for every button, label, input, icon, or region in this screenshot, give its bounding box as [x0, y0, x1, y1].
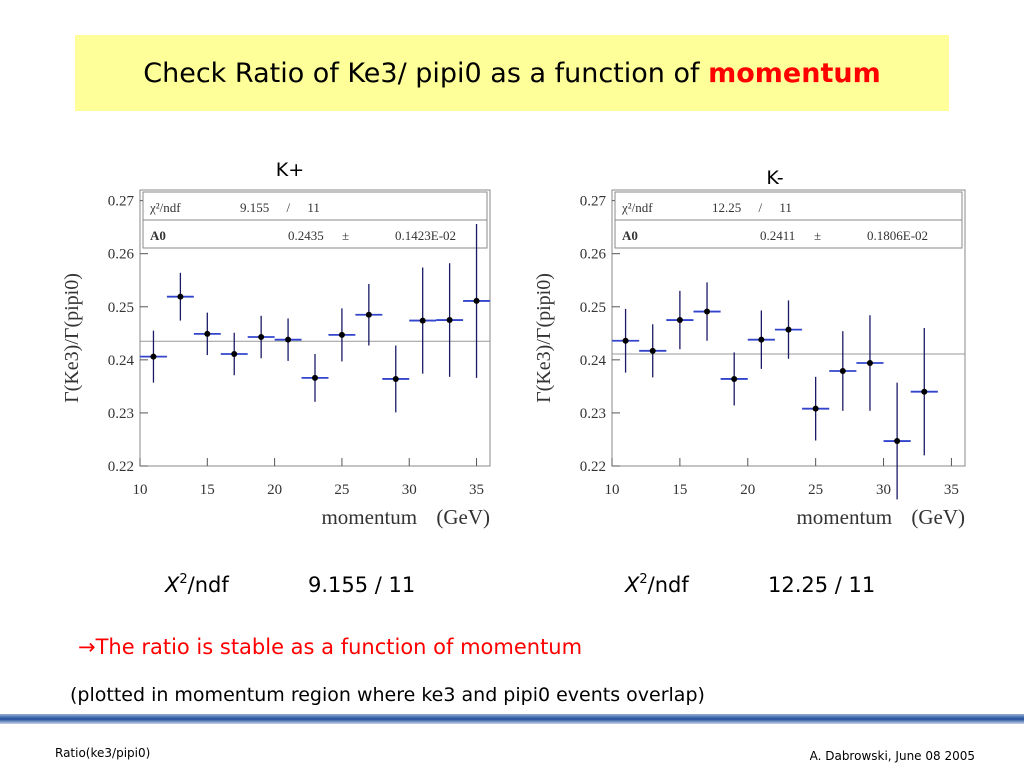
y-tick-label: 0.22 — [580, 459, 606, 475]
data-point — [312, 374, 318, 381]
x-axis-label: momentum (GeV) — [796, 505, 965, 529]
y-tick-label: 0.27 — [580, 194, 607, 210]
summary-value: 9.155 / 11 — [308, 573, 415, 597]
y-axis-label: Γ(Ke3)/Γ(pipi0) — [533, 273, 555, 403]
title-text: Check Ratio of Ke3/ pipi0 as a function … — [143, 58, 708, 89]
stats-value: 9.155 / 11 — [240, 200, 320, 215]
stats-label: χ²/ndf — [621, 200, 653, 215]
x-tick-label: 35 — [469, 482, 484, 498]
y-tick-label: 0.26 — [580, 247, 607, 263]
x-axis-label: momentum (GeV) — [321, 505, 490, 529]
data-point — [473, 297, 480, 304]
stats-pm: ± — [342, 228, 349, 243]
data-point — [446, 317, 453, 324]
data-point — [731, 375, 738, 382]
data-point — [258, 334, 265, 341]
stats-value: 0.1423E-02 — [395, 228, 456, 243]
y-tick-label: 0.24 — [108, 353, 135, 369]
data-point — [365, 311, 372, 318]
stats-value: 0.2435 — [288, 228, 324, 243]
data-point — [649, 347, 656, 354]
data-point — [704, 308, 711, 315]
y-tick-label: 0.23 — [108, 406, 134, 422]
y-tick-label: 0.22 — [108, 459, 134, 475]
summary-symbol: X — [164, 573, 180, 597]
note: (plotted in momentum region where ke3 an… — [70, 684, 705, 706]
footer-bar — [0, 714, 1024, 724]
title-box — [75, 35, 949, 111]
data-point — [338, 331, 345, 338]
y-tick-label: 0.25 — [108, 300, 134, 316]
summary-sup: 2 — [179, 572, 187, 587]
data-point — [785, 326, 792, 333]
chart-title: K- — [766, 167, 783, 189]
data-point — [921, 388, 928, 395]
data-point — [839, 367, 846, 374]
x-tick-label: 25 — [334, 482, 349, 498]
data-point — [866, 360, 873, 367]
y-tick-label: 0.23 — [580, 406, 606, 422]
summary-symbol: X — [624, 573, 640, 597]
data-point — [419, 317, 426, 324]
stats-label: χ²/ndf — [149, 200, 181, 215]
data-point — [812, 405, 819, 412]
y-tick-label: 0.27 — [108, 194, 135, 210]
data-point — [285, 336, 292, 343]
x-tick-label: 35 — [944, 482, 959, 498]
data-point — [392, 375, 399, 382]
y-tick-label: 0.24 — [580, 353, 607, 369]
summary-label: /ndf — [648, 573, 690, 597]
footer-left: Ratio(ke3/pipi0) — [55, 746, 150, 760]
y-tick-label: 0.26 — [108, 247, 135, 263]
x-tick-label: 30 — [876, 482, 891, 498]
data-point — [894, 438, 901, 445]
stats-value: 12.25 / 11 — [712, 200, 792, 215]
chart-title: K+ — [276, 159, 304, 181]
stats-label: A0 — [622, 228, 638, 243]
stats-value: 0.2411 — [760, 228, 795, 243]
y-axis-label: Γ(Ke3)/Γ(pipi0) — [61, 273, 83, 403]
summary: X2/ndf — [624, 572, 689, 597]
x-tick-label: 25 — [808, 482, 823, 498]
data-point — [231, 351, 238, 358]
stats-label: A0 — [150, 228, 166, 243]
data-point — [676, 317, 683, 324]
slide-title: Check Ratio of Ke3/ pipi0 as a function … — [143, 58, 880, 89]
data-point — [758, 336, 765, 343]
summary: X2/ndf — [164, 572, 229, 597]
charts: K+ 0.22 0.23 0.24 0.25 0.26 0.27 10 15 20 25 30 35 mo… — [61, 159, 966, 529]
footer-right: A. Dabrowski, June 08 2005 — [810, 749, 975, 763]
x-tick-label: 20 — [267, 482, 282, 498]
x-tick-label: 15 — [200, 482, 215, 498]
y-tick-label: 0.25 — [580, 300, 606, 316]
data-point — [177, 293, 184, 300]
x-tick-label: 20 — [740, 482, 755, 498]
x-tick-label: 10 — [605, 482, 620, 498]
x-tick-label: 15 — [672, 482, 687, 498]
conclusion: →The ratio is stable as a function of mo… — [78, 635, 582, 659]
summary-value: 12.25 / 11 — [768, 573, 875, 597]
summary-sup: 2 — [639, 572, 647, 587]
summary-label: /ndf — [188, 573, 230, 597]
data-point — [622, 337, 629, 344]
stats-value: 0.1806E-02 — [867, 228, 928, 243]
title-highlight: momentum — [708, 58, 881, 89]
data-point — [150, 353, 157, 360]
stats-pm: ± — [814, 228, 821, 243]
x-tick-label: 10 — [133, 482, 148, 498]
x-tick-label: 30 — [402, 482, 417, 498]
data-point — [204, 330, 211, 337]
